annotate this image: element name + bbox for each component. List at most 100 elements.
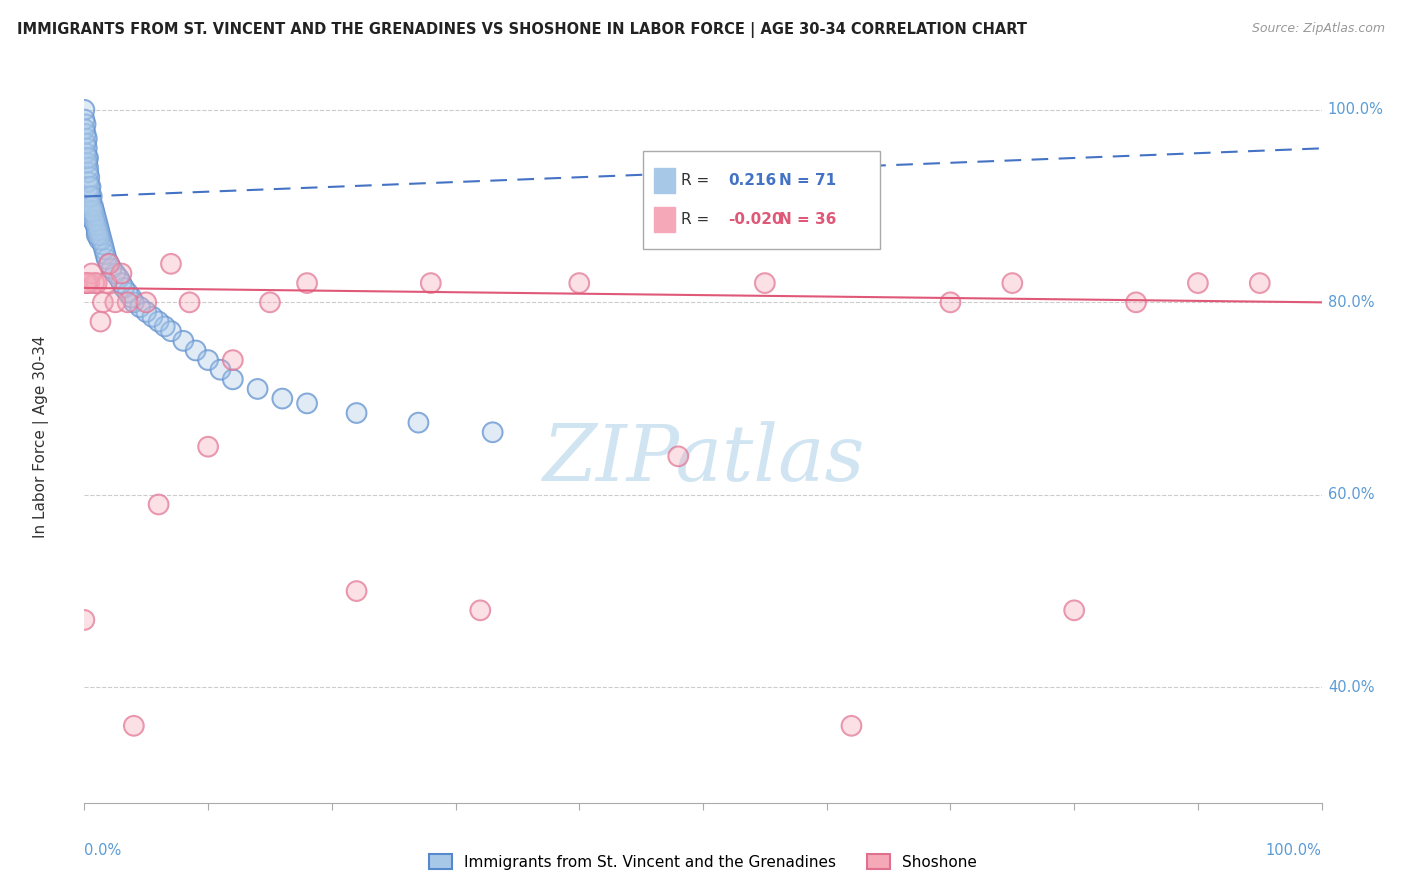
Point bbox=[82, 203, 104, 218]
Text: 100.0%: 100.0% bbox=[1327, 103, 1384, 118]
Point bbox=[87, 227, 110, 242]
Point bbox=[754, 276, 776, 290]
Point bbox=[104, 267, 127, 281]
Point bbox=[122, 295, 145, 310]
Point bbox=[117, 295, 139, 310]
Point bbox=[1249, 276, 1271, 290]
Point bbox=[568, 276, 591, 290]
Point bbox=[80, 203, 103, 218]
Point bbox=[77, 151, 100, 165]
Point bbox=[83, 213, 105, 227]
Point bbox=[83, 213, 105, 227]
Point bbox=[122, 295, 145, 310]
Point bbox=[222, 353, 245, 368]
Text: 100.0%: 100.0% bbox=[1265, 843, 1322, 858]
Point bbox=[80, 189, 103, 203]
Point bbox=[79, 170, 101, 185]
Text: N = 36: N = 36 bbox=[779, 212, 837, 227]
Point bbox=[110, 267, 132, 281]
Point bbox=[209, 362, 232, 376]
Point bbox=[79, 199, 101, 213]
Point bbox=[108, 271, 131, 285]
Point bbox=[122, 719, 145, 733]
Point bbox=[104, 295, 127, 310]
Point bbox=[80, 199, 103, 213]
Point bbox=[108, 271, 131, 285]
Point bbox=[222, 353, 245, 368]
Point bbox=[73, 613, 96, 627]
Point bbox=[120, 291, 142, 305]
Point bbox=[295, 396, 318, 410]
Point bbox=[160, 257, 183, 271]
Point bbox=[76, 151, 98, 165]
Point bbox=[271, 392, 294, 406]
Point bbox=[73, 103, 96, 117]
Point bbox=[89, 315, 111, 329]
Text: R =: R = bbox=[681, 173, 709, 187]
Point bbox=[295, 276, 318, 290]
Point bbox=[79, 276, 101, 290]
Point bbox=[98, 257, 121, 271]
Point bbox=[179, 295, 201, 310]
Point bbox=[94, 247, 117, 261]
Point bbox=[346, 406, 368, 420]
Point bbox=[86, 223, 108, 237]
Point bbox=[79, 203, 101, 218]
Point bbox=[1125, 295, 1147, 310]
Point bbox=[86, 227, 108, 242]
Point bbox=[80, 203, 103, 218]
Point bbox=[87, 219, 110, 233]
Point bbox=[76, 276, 98, 290]
Point bbox=[481, 425, 503, 440]
Point bbox=[82, 203, 104, 218]
Point bbox=[77, 175, 100, 189]
Point bbox=[117, 295, 139, 310]
Point bbox=[77, 161, 100, 175]
Point bbox=[104, 295, 127, 310]
Point bbox=[104, 267, 127, 281]
Point bbox=[271, 392, 294, 406]
Point bbox=[89, 315, 111, 329]
Point bbox=[79, 179, 101, 194]
Point bbox=[1063, 603, 1085, 617]
Text: R =: R = bbox=[681, 212, 709, 227]
Point bbox=[79, 179, 101, 194]
Point bbox=[89, 233, 111, 247]
Text: N = 71: N = 71 bbox=[779, 173, 837, 187]
Text: In Labor Force | Age 30-34: In Labor Force | Age 30-34 bbox=[34, 335, 49, 539]
Point bbox=[75, 146, 97, 161]
Point bbox=[86, 213, 108, 227]
Point bbox=[83, 276, 105, 290]
Point bbox=[160, 324, 183, 338]
Text: 0.216: 0.216 bbox=[728, 173, 776, 187]
Point bbox=[1187, 276, 1209, 290]
Point bbox=[419, 276, 441, 290]
Point bbox=[110, 276, 132, 290]
Point bbox=[1125, 295, 1147, 310]
Point bbox=[73, 122, 96, 136]
Point bbox=[77, 165, 100, 179]
Point bbox=[80, 267, 103, 281]
Point bbox=[75, 276, 97, 290]
Point bbox=[96, 252, 118, 266]
Point bbox=[117, 285, 139, 300]
Legend: Immigrants from St. Vincent and the Grenadines, Shoshone: Immigrants from St. Vincent and the Gren… bbox=[423, 847, 983, 876]
Point bbox=[76, 155, 98, 169]
Text: IMMIGRANTS FROM ST. VINCENT AND THE GRENADINES VS SHOSHONE IN LABOR FORCE | AGE : IMMIGRANTS FROM ST. VINCENT AND THE GREN… bbox=[17, 22, 1026, 38]
Point bbox=[197, 353, 219, 368]
Point bbox=[939, 295, 962, 310]
Point bbox=[346, 584, 368, 599]
Point bbox=[481, 425, 503, 440]
Point bbox=[135, 295, 157, 310]
Point bbox=[408, 416, 430, 430]
Point bbox=[110, 276, 132, 290]
Text: -0.020: -0.020 bbox=[728, 212, 783, 227]
Point bbox=[1001, 276, 1024, 290]
Point bbox=[148, 498, 170, 512]
Point bbox=[80, 189, 103, 203]
Point bbox=[197, 353, 219, 368]
Point bbox=[82, 199, 104, 213]
Point bbox=[84, 219, 107, 233]
Point bbox=[86, 213, 108, 227]
Point bbox=[87, 227, 110, 242]
